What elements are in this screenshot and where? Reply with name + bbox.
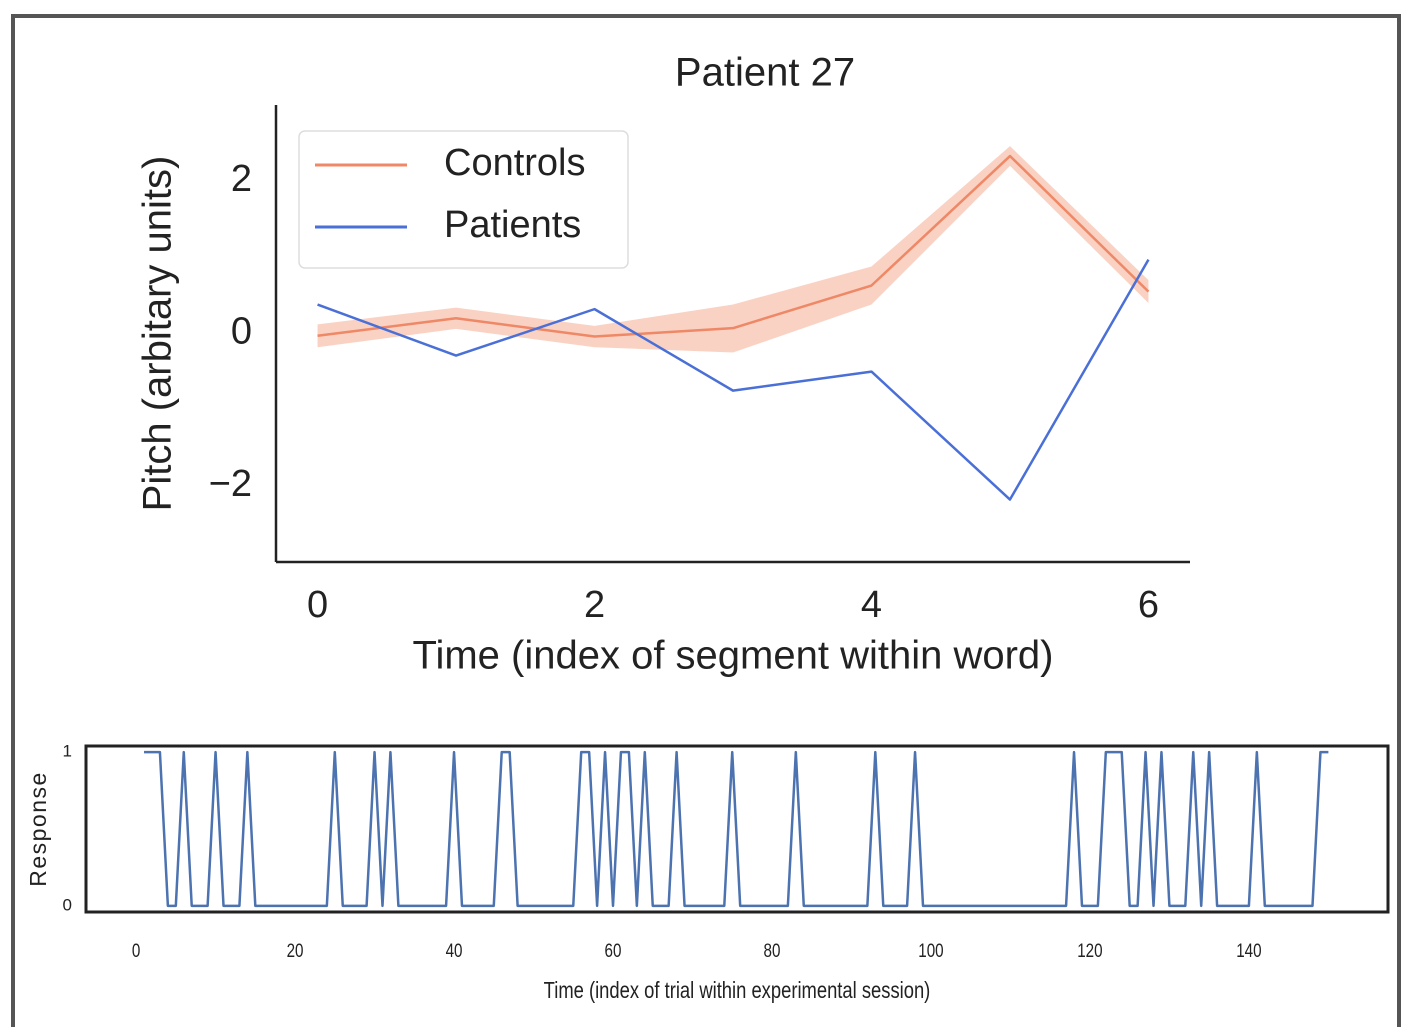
y-axis-label: Response xyxy=(25,771,51,887)
x-tick-label: 140 xyxy=(1236,939,1261,961)
chart-title: Patient 27 xyxy=(675,51,855,95)
y-tick-label: 0 xyxy=(63,895,72,914)
x-tick-label: 60 xyxy=(605,939,622,961)
outer-frame xyxy=(11,14,1401,1027)
y-tick-label: 2 xyxy=(231,158,252,200)
plot-frame xyxy=(84,744,1390,914)
data-line xyxy=(144,750,1329,908)
y-tick-label: −2 xyxy=(209,463,252,505)
x-tick-label: 120 xyxy=(1077,939,1102,961)
legend-label: Controls xyxy=(444,142,586,184)
x-tick-label: 2 xyxy=(584,584,605,626)
data-line xyxy=(317,258,1150,501)
x-tick-label: 0 xyxy=(307,584,328,626)
y-tick-label: 0 xyxy=(231,311,252,353)
data-line xyxy=(317,154,1150,338)
y-tick-label: 1 xyxy=(63,742,72,761)
x-tick-label: 40 xyxy=(446,939,463,961)
x-tick-label: 4 xyxy=(861,584,882,626)
x-tick-label: 100 xyxy=(918,939,943,961)
legend-label: Patients xyxy=(444,204,581,246)
x-tick-label: 6 xyxy=(1138,584,1159,626)
x-tick-label: 80 xyxy=(764,939,781,961)
y-axis-label: Pitch (arbitary units) xyxy=(136,156,180,512)
x-tick-label: 20 xyxy=(287,939,304,961)
x-tick-label: 0 xyxy=(132,939,140,961)
confidence-band xyxy=(317,146,1149,353)
x-axis-label: Time (index of trial within experimental… xyxy=(544,978,931,1003)
x-axis-label: Time (index of segment within word) xyxy=(413,634,1054,678)
